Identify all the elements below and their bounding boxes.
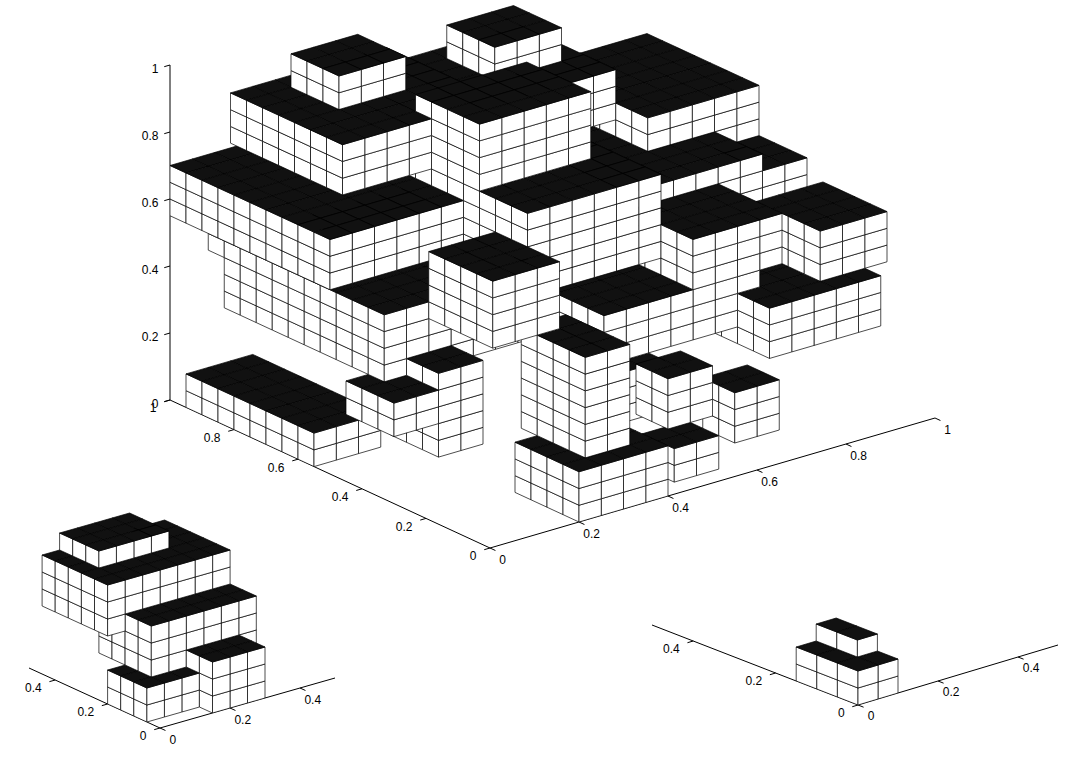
tick xyxy=(300,688,305,690)
voxel-face xyxy=(298,419,336,433)
voxel xyxy=(754,294,792,325)
tick-label: 0 xyxy=(152,397,159,411)
tick xyxy=(484,548,490,550)
voxel-face xyxy=(423,359,461,373)
voxel-face xyxy=(368,301,406,315)
tick-label: 0.2 xyxy=(142,330,159,344)
voxel-face xyxy=(479,33,517,47)
voxel-face xyxy=(314,226,352,240)
tick xyxy=(490,548,495,551)
tick xyxy=(935,418,940,421)
tick xyxy=(757,470,762,473)
tick-label: 0.2 xyxy=(396,520,413,534)
tick xyxy=(164,266,170,268)
voxel-face xyxy=(512,199,550,213)
tick xyxy=(164,333,170,335)
axes xyxy=(164,65,940,551)
voxel-face xyxy=(569,343,607,357)
tick xyxy=(846,444,851,447)
tick-label: 0.6 xyxy=(142,196,159,210)
y-axis-line xyxy=(29,668,160,728)
voxel xyxy=(464,110,502,141)
tick-label: 0.8 xyxy=(142,129,159,143)
tick xyxy=(164,199,170,201)
voxel xyxy=(368,301,406,332)
tick xyxy=(420,518,426,520)
tick xyxy=(164,400,170,402)
voxel-face xyxy=(754,294,792,308)
tick xyxy=(164,400,170,402)
tick xyxy=(160,728,165,730)
tick-label: 0.4 xyxy=(142,263,159,277)
voxel xyxy=(479,33,517,64)
tick-label: 0.4 xyxy=(332,490,349,504)
tick-label: 0 xyxy=(499,553,506,567)
panel: 0 0.2 0.4 0.6 0.8 1 0 0.2 0.4 0.6 0.8 1 0 0.2 0.4 0.6 0.… xyxy=(142,6,952,568)
voxel-face xyxy=(588,302,626,316)
figure: 0 0.2 0.4 0.6 0.8 1 0 0.2 0.4 0.6 0.8 1 0 0.2 0.4 0.6 0.… xyxy=(0,0,1075,757)
tick xyxy=(356,489,362,491)
voxel-face xyxy=(378,389,416,403)
voxel xyxy=(632,104,670,135)
voxels xyxy=(42,513,265,722)
tick-label: 1 xyxy=(152,62,159,76)
voxel-face xyxy=(632,104,670,118)
voxel xyxy=(677,226,715,257)
voxel xyxy=(423,359,461,390)
voxel-face xyxy=(677,226,715,240)
voxel xyxy=(327,131,365,162)
voxel xyxy=(652,365,690,396)
tick xyxy=(230,708,235,710)
tick-label: 0.2 xyxy=(583,527,600,541)
tick xyxy=(154,728,160,730)
voxel xyxy=(512,199,550,230)
voxel xyxy=(323,62,361,93)
voxel xyxy=(314,226,352,257)
y-axis-line xyxy=(170,400,490,548)
panel: 00.20.400.20.4 xyxy=(25,513,335,747)
tick xyxy=(102,704,108,706)
voxel-face xyxy=(464,110,502,124)
voxel xyxy=(298,419,336,450)
tick xyxy=(668,496,673,499)
z-axis-line xyxy=(170,65,171,400)
tick-label: 0.6 xyxy=(268,461,285,475)
voxel xyxy=(563,458,601,489)
tick-label: 0.8 xyxy=(850,449,867,463)
voxel-face xyxy=(652,365,690,379)
voxel-face xyxy=(563,458,601,472)
voxel-face xyxy=(327,131,365,145)
voxel-face xyxy=(719,379,757,393)
tick-label: 1 xyxy=(944,423,951,437)
tick xyxy=(49,680,55,682)
tick-label: 0.4 xyxy=(672,501,689,515)
tick xyxy=(228,430,234,432)
voxel xyxy=(719,379,757,410)
voxel xyxy=(378,389,416,420)
voxel xyxy=(477,267,515,298)
tick-label: 0.8 xyxy=(204,431,221,445)
tick xyxy=(579,522,584,525)
tick xyxy=(164,65,170,67)
voxel-face xyxy=(323,62,361,76)
voxel-face xyxy=(804,217,842,231)
voxel-face xyxy=(477,267,515,281)
voxel xyxy=(569,343,607,374)
axes xyxy=(29,668,335,730)
tick xyxy=(292,459,298,461)
voxel xyxy=(804,217,842,248)
tick xyxy=(164,132,170,134)
tick-label: 0 xyxy=(470,549,477,563)
voxels xyxy=(170,6,887,522)
tick-label: 0.6 xyxy=(761,475,778,489)
x-axis-line xyxy=(490,418,935,548)
tick-labels: 0 0.2 0.4 0.6 0.8 1 0 0.2 0.4 0.6 0.8 1 0 0.2 0.4 0.6 0.… xyxy=(142,62,952,568)
